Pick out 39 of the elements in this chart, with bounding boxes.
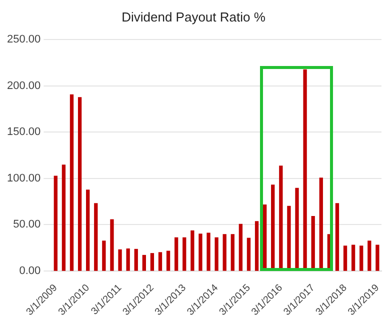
- bar: [214, 237, 218, 271]
- bar: [230, 234, 234, 271]
- bar: [94, 203, 98, 271]
- bar: [335, 203, 340, 271]
- y-tick-label: 200.00: [6, 80, 41, 92]
- bar: [134, 248, 138, 271]
- bar: [70, 94, 74, 271]
- bar: [190, 230, 194, 271]
- bar: [126, 248, 130, 271]
- bar: [166, 250, 170, 271]
- bar: [254, 221, 259, 271]
- bar: [102, 240, 106, 271]
- bar: [376, 244, 380, 271]
- y-tick-label: 100.00: [6, 172, 41, 184]
- y-tick-label: 0.00: [19, 265, 41, 278]
- bar: [238, 224, 243, 271]
- y-tick-label: 50.00: [13, 218, 41, 231]
- bar: [174, 237, 178, 271]
- bar: [368, 240, 372, 271]
- y-tick-label: 150.00: [6, 126, 41, 138]
- bar: [142, 254, 146, 271]
- bar: [54, 176, 58, 271]
- bar: [78, 97, 82, 271]
- y-tick-label: 250.00: [6, 34, 41, 46]
- bar: [222, 234, 226, 271]
- bar: [351, 244, 356, 271]
- bar: [360, 246, 364, 271]
- bar: [182, 237, 186, 271]
- bar: [150, 253, 154, 271]
- bar: [110, 219, 114, 271]
- bar: [86, 190, 90, 271]
- bar: [62, 164, 66, 271]
- bar: [118, 249, 122, 271]
- bar: [198, 234, 202, 271]
- bar: [158, 252, 162, 271]
- bar: [206, 232, 210, 271]
- bar: [246, 238, 251, 271]
- bar: [343, 246, 348, 271]
- chart-title: Dividend Payout Ratio %: [122, 9, 266, 24]
